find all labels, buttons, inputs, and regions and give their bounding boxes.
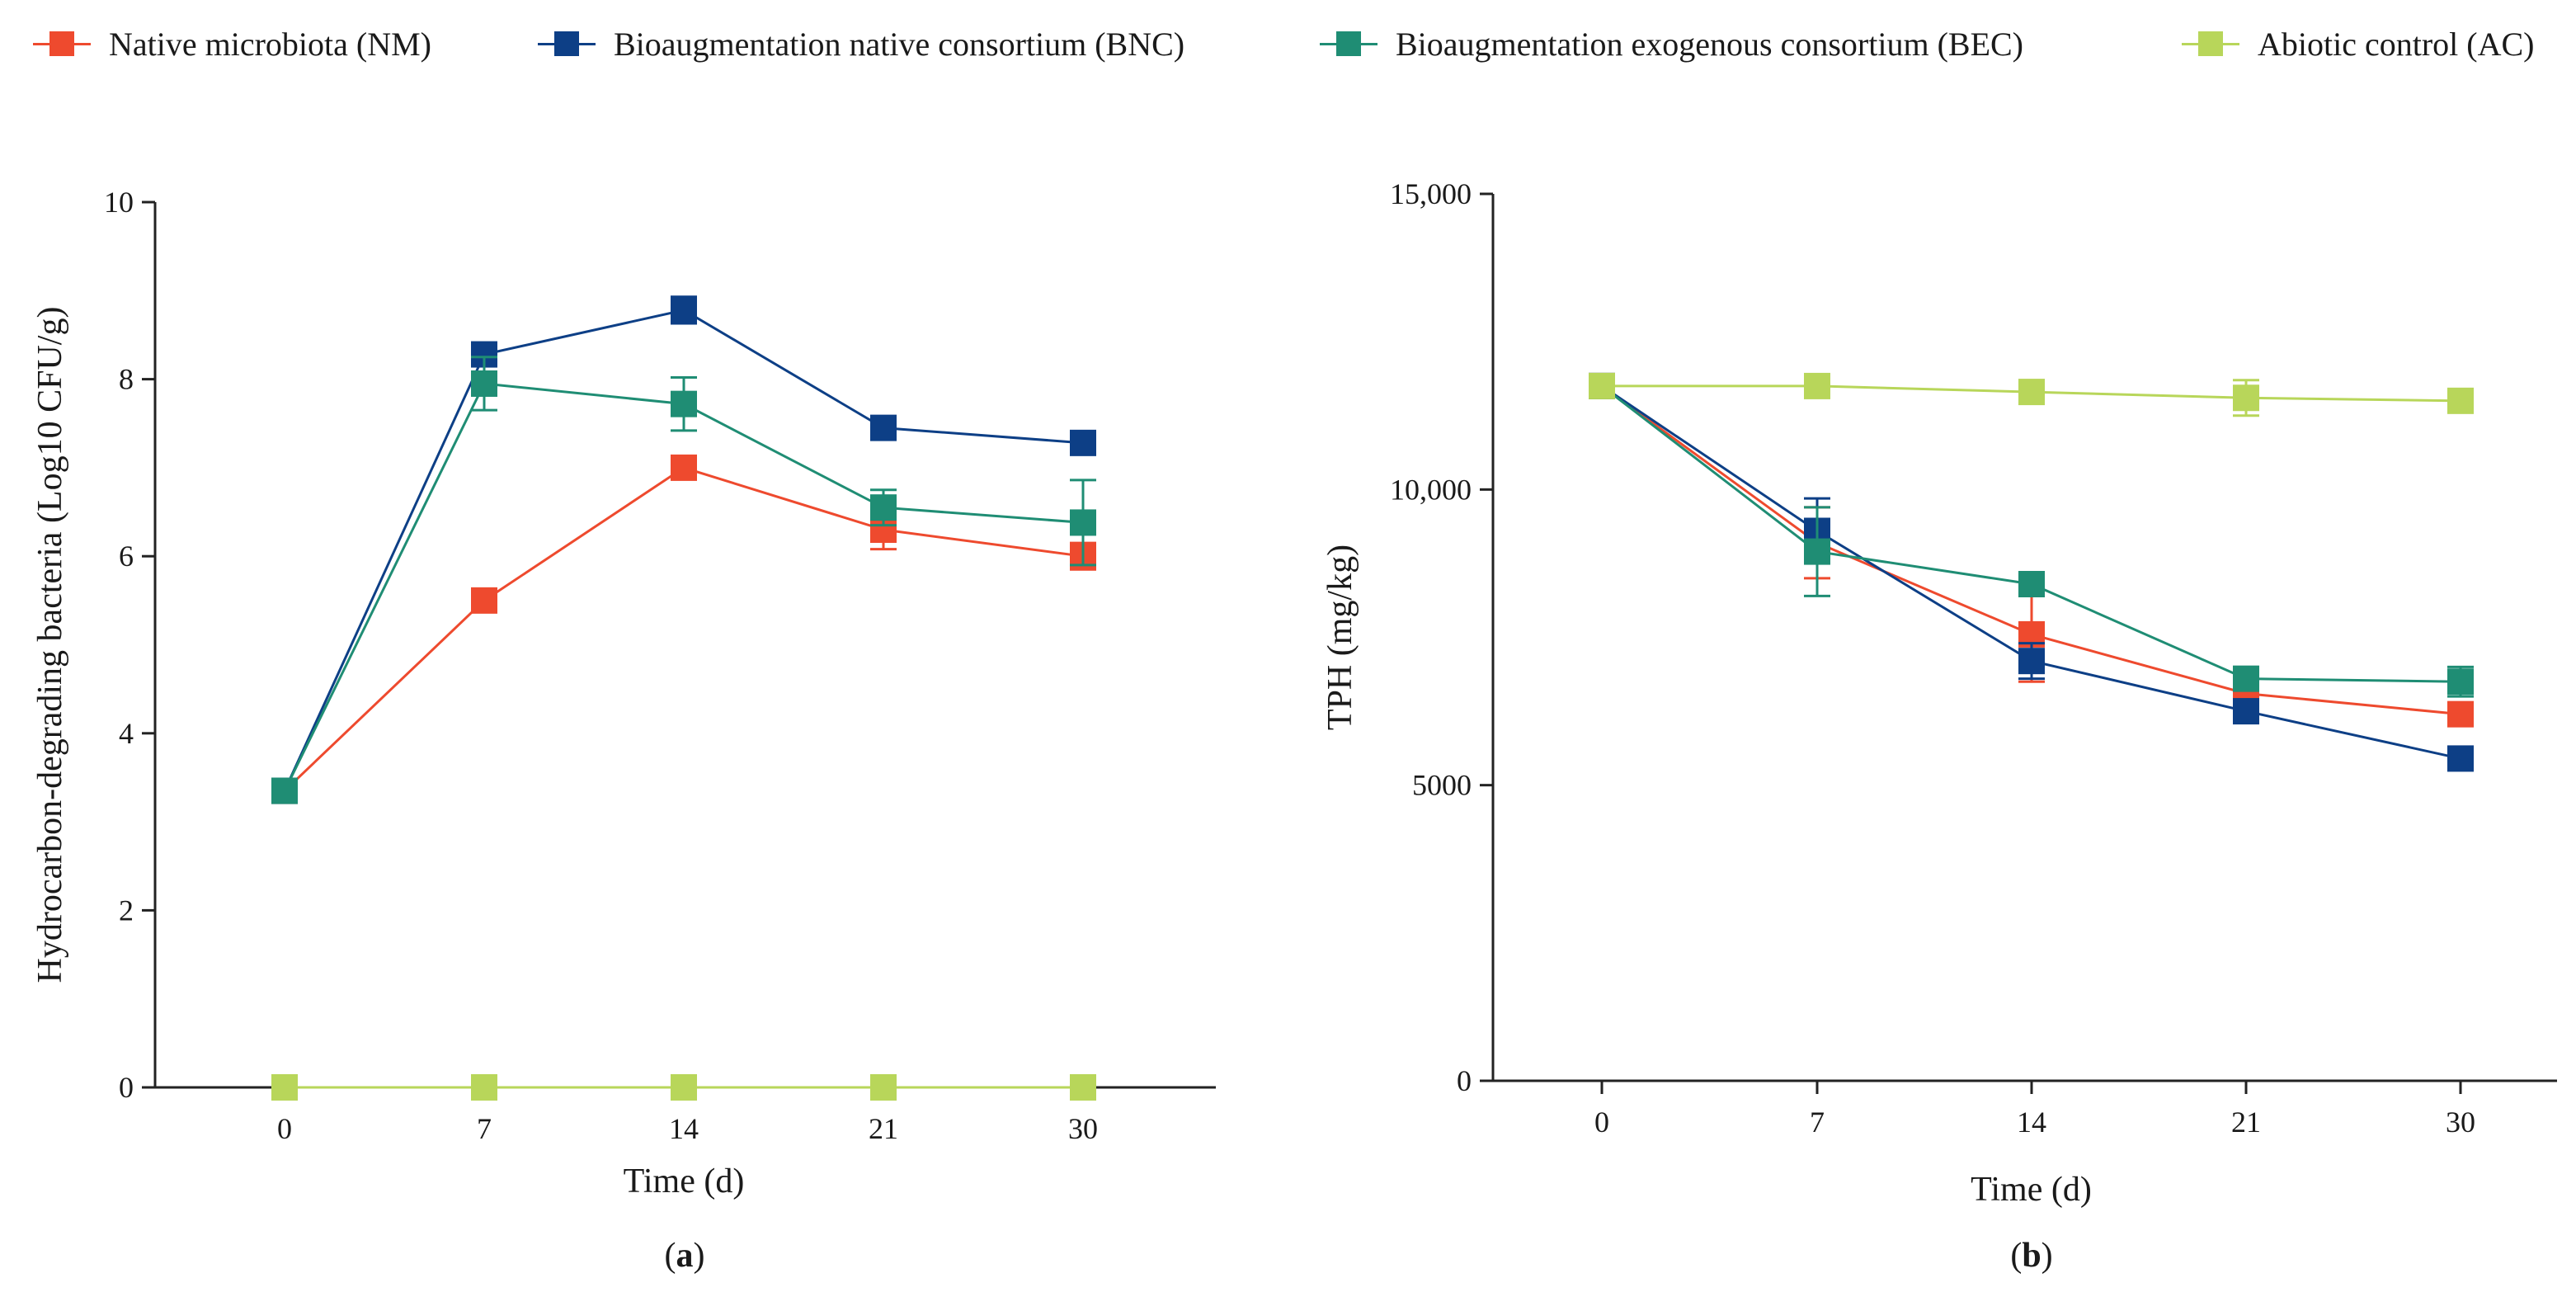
- series-line: [283, 382, 1084, 792]
- y-tick-label: 8: [119, 363, 134, 396]
- y-tick-label: 0: [119, 1071, 134, 1104]
- legend-item: Bioaugmentation native consortium (BNC): [538, 15, 1184, 73]
- legend-label: Bioaugmentation native consortium (BNC): [614, 25, 1185, 63]
- legend-label: Abiotic control (AC): [2258, 25, 2535, 63]
- data-point: [2233, 665, 2259, 692]
- y-axis-title: TPH (mg/kg): [1321, 545, 1359, 730]
- panel-label: (b): [2010, 1237, 2052, 1275]
- data-point: [1070, 1074, 1096, 1101]
- x-tick-label: 21: [869, 1112, 898, 1145]
- legend-label: Bioaugmentation exogenous consortium (BE…: [1396, 25, 2023, 63]
- y-tick-label: 10,000: [1390, 473, 1472, 506]
- x-tick-label: 30: [2446, 1106, 2475, 1139]
- y-tick-label: 5000: [1412, 769, 1472, 802]
- legend-key-icon: [538, 31, 596, 56]
- x-axis-title: Time (d): [1971, 1171, 2092, 1209]
- data-point: [671, 390, 697, 417]
- y-axis-title: Hydrocarbon-degrading bacteria (Log10 CF…: [31, 307, 69, 983]
- panel-label: (a): [665, 1237, 705, 1275]
- data-point: [2447, 387, 2474, 414]
- data-point: [2018, 648, 2045, 675]
- data-point: [1804, 538, 1830, 565]
- data-point: [471, 370, 497, 397]
- legend-key-icon: [2182, 31, 2239, 56]
- data-point: [2447, 745, 2474, 772]
- legend-label: Native microbiota (NM): [109, 25, 431, 63]
- data-point: [671, 454, 697, 481]
- x-tick-label: 7: [477, 1112, 492, 1145]
- y-tick-label: 10: [104, 186, 134, 219]
- data-point: [1589, 372, 1615, 399]
- data-point: [870, 494, 897, 521]
- legend-item: Bioaugmentation exogenous consortium (BE…: [1320, 15, 2023, 73]
- data-point: [271, 777, 298, 804]
- data-point: [2233, 698, 2259, 725]
- data-point: [2447, 700, 2474, 728]
- x-tick-label: 14: [2017, 1106, 2046, 1139]
- data-point: [671, 1074, 697, 1101]
- x-axis-title: Time (d): [624, 1162, 745, 1200]
- data-point: [1804, 372, 1830, 399]
- legend-key-icon: [33, 31, 91, 56]
- data-point: [1070, 509, 1096, 536]
- data-point: [1070, 429, 1096, 456]
- x-tick-label: 14: [669, 1112, 699, 1145]
- data-point: [471, 1074, 497, 1101]
- legend-item: Native microbiota (NM): [33, 15, 431, 73]
- y-tick-label: 15,000: [1390, 177, 1472, 210]
- legend-key-icon: [1320, 31, 1377, 56]
- y-tick-label: 2: [119, 894, 134, 927]
- x-tick-label: 0: [277, 1112, 292, 1145]
- legend: Native microbiota (NM) Bioaugmentation na…: [0, 15, 2576, 73]
- data-point: [2018, 379, 2045, 406]
- series-line: [283, 466, 1084, 792]
- data-point: [2233, 384, 2259, 412]
- y-tick-label: 0: [1457, 1064, 1472, 1097]
- data-point: [271, 1074, 298, 1101]
- x-tick-label: 0: [1594, 1106, 1609, 1139]
- data-point: [2447, 668, 2474, 696]
- x-tick-label: 21: [2231, 1106, 2261, 1139]
- data-point: [870, 1074, 897, 1101]
- data-point: [471, 587, 497, 614]
- y-tick-label: 6: [119, 540, 134, 573]
- legend-item: Abiotic control (AC): [2182, 15, 2535, 73]
- data-point: [671, 296, 697, 323]
- y-tick-label: 4: [119, 717, 134, 750]
- data-point: [2018, 571, 2045, 597]
- x-tick-label: 30: [1068, 1112, 1098, 1145]
- data-point: [870, 414, 897, 441]
- x-tick-label: 7: [1810, 1106, 1825, 1139]
